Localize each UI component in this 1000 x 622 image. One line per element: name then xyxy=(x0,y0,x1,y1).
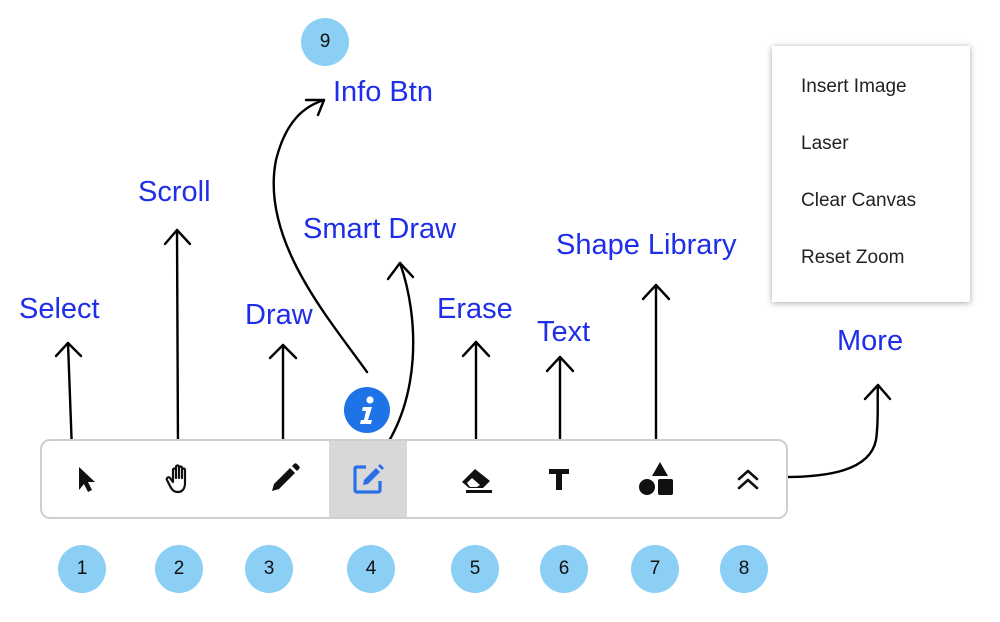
shapes-icon xyxy=(639,462,673,495)
hand-icon xyxy=(165,464,187,494)
tool-erase[interactable] xyxy=(437,441,515,517)
number-badge-1: 1 xyxy=(58,545,106,593)
arrow-more xyxy=(773,383,880,479)
tool-smart-draw[interactable] xyxy=(329,441,407,517)
edit-square-icon xyxy=(353,464,384,494)
label-smart-draw: Smart Draw xyxy=(303,213,457,245)
tool-scroll[interactable] xyxy=(141,441,219,517)
text-t-icon xyxy=(549,469,569,490)
toolbar xyxy=(40,439,788,519)
pencil-icon xyxy=(272,463,300,491)
number-badge-6: 6 xyxy=(540,545,588,593)
arrow-info xyxy=(272,98,369,374)
double-chevron-up-icon xyxy=(737,469,759,490)
arrow-select xyxy=(66,341,74,453)
tool-select[interactable] xyxy=(47,441,125,517)
tool-draw[interactable] xyxy=(245,441,323,517)
arrow-scroll xyxy=(175,228,180,453)
menu-item-laser[interactable]: Laser xyxy=(801,133,849,154)
label-erase: Erase xyxy=(437,293,513,325)
menu-item-reset-zoom[interactable]: Reset Zoom xyxy=(801,247,905,268)
info-icon xyxy=(360,396,374,424)
label-select: Select xyxy=(19,293,100,325)
label-text: Text xyxy=(537,316,591,348)
label-scroll: Scroll xyxy=(138,176,211,208)
number-badge-3: 3 xyxy=(245,545,293,593)
eraser-icon xyxy=(462,469,492,493)
number-badge-4: 4 xyxy=(347,545,395,593)
cursor-arrow-icon xyxy=(79,467,95,492)
info-button[interactable] xyxy=(344,387,390,433)
number-badge-7: 7 xyxy=(631,545,679,593)
more-menu: Insert Image Laser Clear Canvas Reset Zo… xyxy=(772,46,970,302)
tool-more[interactable] xyxy=(709,441,787,517)
label-more: More xyxy=(837,325,904,357)
menu-item-insert-image[interactable]: Insert Image xyxy=(801,76,907,97)
number-badge-9: 9 xyxy=(301,18,349,66)
number-badge-5: 5 xyxy=(451,545,499,593)
number-badge-8: 8 xyxy=(720,545,768,593)
label-shape-library: Shape Library xyxy=(556,229,737,261)
tool-text[interactable] xyxy=(520,441,598,517)
arrow-smart-draw xyxy=(379,261,415,455)
label-info-btn: Info Btn xyxy=(333,76,433,108)
label-draw: Draw xyxy=(245,299,313,331)
number-badge-2: 2 xyxy=(155,545,203,593)
menu-item-clear-canvas[interactable]: Clear Canvas xyxy=(801,190,917,211)
tool-shape-library[interactable] xyxy=(617,441,695,517)
